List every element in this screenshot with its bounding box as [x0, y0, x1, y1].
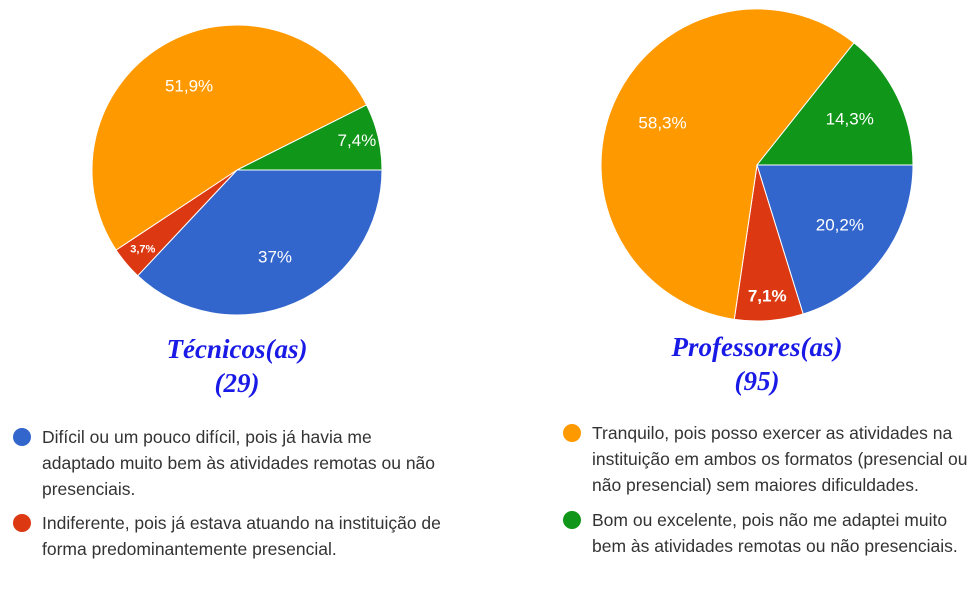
pie-slice [236, 104, 383, 171]
pie-slice [755, 42, 914, 166]
chart-title: Técnicos(as) [167, 334, 308, 364]
value-label: 14,3% [826, 110, 874, 129]
legend-marker [563, 424, 581, 442]
value-label: 7,1% [748, 287, 787, 306]
chart-subtitle: (29) [215, 368, 260, 398]
legend-label: Tranquilo, pois posso exercer as ativida… [592, 423, 968, 495]
pie-slice [600, 8, 855, 320]
pie-slice [756, 164, 914, 315]
legend-marker [563, 511, 581, 529]
legend-label: Indiferente, pois já estava atuando na i… [42, 513, 441, 559]
legend-label: Bom ou excelente, pois não me adaptei mu… [592, 510, 958, 556]
pie-slice [137, 169, 383, 316]
value-label: 58,3% [638, 114, 686, 133]
value-label: 51,9% [165, 77, 213, 96]
chart-subtitle: (95) [735, 366, 780, 396]
value-label: 3,7% [130, 243, 155, 255]
value-label: 37% [258, 247, 292, 266]
value-label: 20,2% [816, 216, 864, 235]
chart-title: Professores(as) [671, 332, 843, 362]
legend-marker [13, 514, 31, 532]
legend-label: Difícil ou um pouco difícil, pois já hav… [42, 427, 436, 499]
value-label: 7,4% [338, 131, 377, 150]
legend-marker [13, 428, 31, 446]
pie-slice [91, 24, 368, 251]
